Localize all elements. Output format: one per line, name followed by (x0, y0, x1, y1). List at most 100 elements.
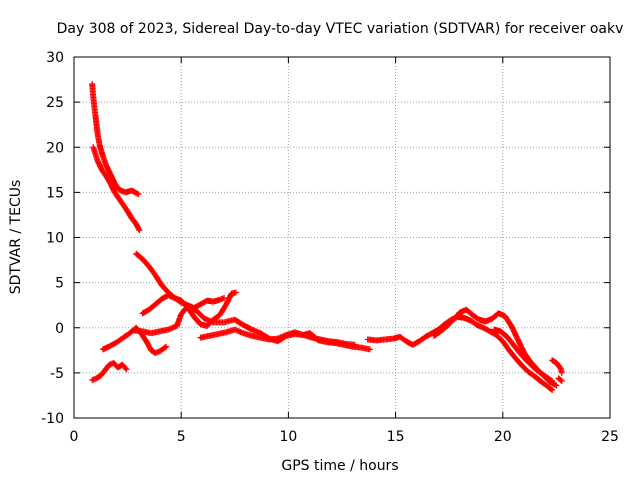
series-track-12 (555, 375, 565, 384)
data-point-segment (136, 227, 143, 234)
data-point-segment (435, 322, 447, 333)
y-tick-label: 15 (46, 185, 64, 201)
y-tick-label: 25 (46, 95, 64, 111)
grid-lines (74, 57, 610, 418)
data-point-segment (123, 366, 130, 373)
data-point-segment (116, 195, 126, 207)
data-point-segment (366, 346, 373, 353)
data-point-segment (216, 295, 226, 303)
data-point-segment (152, 296, 164, 308)
series-track-11 (549, 357, 565, 376)
data-point-segment (514, 336, 527, 355)
x-tick-label: 20 (494, 429, 512, 445)
data-point-segment (519, 362, 531, 374)
data-point-segment (508, 322, 521, 342)
data-point-segment (128, 215, 139, 226)
data-point-segment (221, 294, 228, 301)
data-point-segment (146, 263, 158, 278)
data-point-segment (549, 387, 556, 394)
data-point-segment (510, 341, 523, 355)
data-point-segment (216, 302, 229, 319)
data-point-segment (437, 323, 449, 335)
data-point-segment (89, 375, 99, 384)
data-point-segment (467, 317, 479, 328)
series-track-10 (491, 326, 556, 384)
data-point-segment (158, 282, 171, 295)
data-point-segment (544, 383, 555, 393)
data-point-segment (156, 344, 168, 355)
data-point-segment (499, 338, 512, 353)
data-point-segment (223, 291, 234, 308)
data-point-segment (120, 331, 132, 341)
data-point-segment (163, 343, 170, 350)
chart-title: Day 308 of 2023, Sidereal Day-to-day VTE… (57, 21, 624, 37)
data-point-segment (124, 208, 135, 221)
data-point-segment (555, 375, 564, 384)
data-point-segment (90, 94, 99, 118)
data-point-segment (497, 328, 510, 339)
x-tick-label: 10 (279, 429, 297, 445)
x-tick-label: 5 (177, 429, 186, 445)
data-point-segment (98, 166, 109, 178)
data-point-segment (558, 377, 565, 384)
data-point-segment (111, 189, 122, 201)
y-tick-label: 30 (46, 50, 64, 66)
y-axis-label: SDTVAR / TECUs (8, 180, 24, 295)
data-point-segment (111, 180, 122, 192)
data-point-segment (512, 355, 525, 368)
data-point-segment (480, 324, 492, 334)
data-point-segment (444, 317, 456, 329)
data-marks (89, 81, 565, 394)
y-tick-label: -5 (50, 366, 64, 382)
x-axis-label: GPS time / hours (281, 458, 398, 474)
data-point-segment (191, 313, 203, 327)
data-point-segment (396, 333, 409, 344)
data-point-segment (102, 362, 112, 374)
data-point-segment (493, 331, 505, 344)
series-track-7 (197, 326, 358, 348)
data-point-segment (93, 373, 103, 382)
data-point-segment (351, 341, 358, 348)
data-point-segment (431, 329, 443, 339)
data-point-segment (107, 339, 119, 349)
data-point-segment (516, 350, 529, 363)
y-tick-label: 0 (55, 321, 64, 337)
data-point-segment (193, 307, 207, 321)
data-point-segment (135, 191, 142, 198)
y-tick-label: 10 (46, 231, 64, 247)
data-point-segment (416, 334, 428, 345)
data-point-segment (558, 369, 565, 376)
data-point-segment (409, 339, 421, 348)
data-point-segment (429, 327, 441, 337)
series-track-2 (90, 144, 143, 234)
data-point-segment (422, 330, 434, 340)
data-point-segment (486, 328, 499, 338)
data-point-segment (504, 333, 516, 347)
data-point-segment (553, 382, 560, 389)
y-tick-label: 20 (46, 140, 64, 156)
data-point-segment (450, 310, 463, 323)
data-point-segment (557, 365, 565, 375)
x-tick-label: 15 (387, 429, 405, 445)
data-point-segment (538, 378, 550, 389)
data-point-segment (139, 307, 151, 317)
data-point-segment (549, 377, 556, 384)
data-point-segment (113, 335, 126, 346)
y-tick-label: -10 (41, 411, 64, 427)
data-point-segment (231, 316, 246, 328)
data-point-segment (531, 373, 544, 384)
data-point-segment (542, 373, 554, 384)
data-point-segment (152, 272, 165, 288)
data-point-segment (97, 368, 108, 379)
data-point-segment (549, 357, 559, 366)
data-point-segment (146, 302, 158, 313)
data-point-segment (143, 339, 154, 352)
x-tick-label: 25 (601, 429, 619, 445)
data-point-segment (119, 361, 129, 372)
data-point-segment (529, 363, 542, 375)
data-point-segment (92, 112, 101, 136)
axis-ticks: 0 5 10 15 20 25 -10 -5 0 5 10 15 20 25 30 (41, 50, 619, 445)
data-point-segment (469, 312, 481, 322)
